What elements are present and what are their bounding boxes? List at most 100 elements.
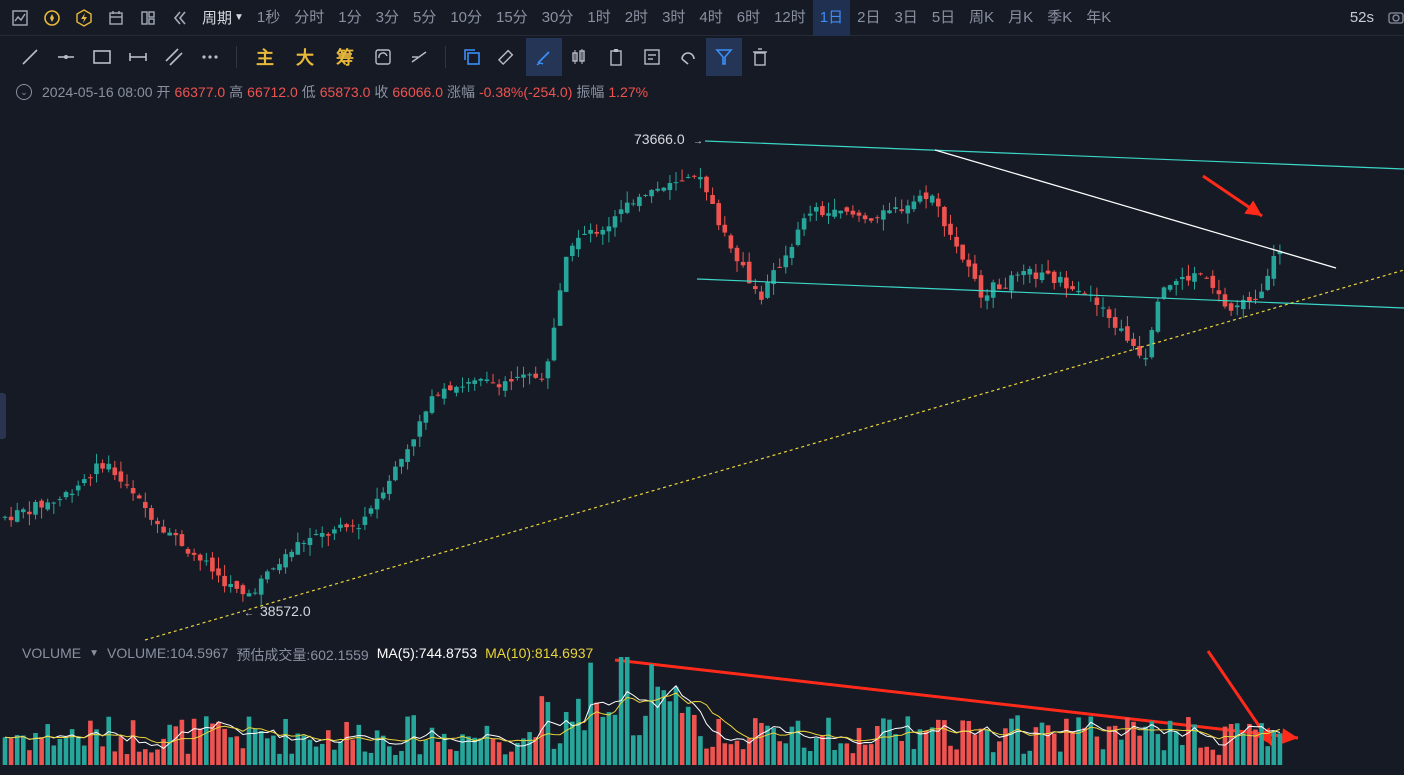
chart-icon[interactable] [8, 6, 32, 30]
period-9[interactable]: 2时 [624, 8, 649, 26]
collapse-icon[interactable]: ⌄ [16, 84, 32, 100]
period-16[interactable]: 3日 [894, 8, 918, 26]
candle-body [679, 180, 685, 182]
volume-bar [1253, 729, 1258, 765]
countdown-timer: 52s [1349, 9, 1374, 26]
trend-line-icon[interactable] [12, 38, 48, 76]
candle-body [332, 529, 337, 534]
candle-body [411, 439, 416, 447]
parallel-channel-icon[interactable] [156, 38, 192, 76]
volume-bar [57, 738, 63, 765]
chips-button[interactable]: 筹 [336, 48, 354, 68]
trash-icon[interactable] [742, 38, 778, 76]
ohlc-legend: ⌄ 2024-05-16 08:00 开 66377.0 高 66712.0 低… [16, 82, 648, 102]
period-20[interactable]: 季K [1047, 8, 1073, 26]
volume-bar [405, 716, 410, 765]
volume-title[interactable]: VOLUME [22, 645, 82, 661]
period-2[interactable]: 1分 [338, 8, 362, 26]
candle-body [1015, 274, 1020, 276]
volume-bar [326, 730, 331, 765]
volume-bar [1070, 731, 1075, 765]
camera-icon[interactable] [1388, 9, 1404, 25]
horizontal-line-icon[interactable] [48, 38, 84, 76]
period-3[interactable]: 3分 [375, 8, 399, 26]
period-17[interactable]: 5日 [931, 8, 956, 26]
candle-body [387, 480, 392, 494]
layout-icon[interactable] [136, 6, 160, 30]
candles-icon[interactable] [562, 38, 598, 76]
candle-body [814, 207, 819, 212]
compass-icon[interactable] [40, 6, 64, 30]
brush-icon[interactable] [526, 38, 562, 76]
measure-icon[interactable] [120, 38, 156, 76]
period-11[interactable]: 4时 [699, 8, 723, 26]
chevron-down-icon[interactable]: ▼ [89, 648, 100, 659]
volume-bar [624, 657, 630, 765]
period-4[interactable]: 5分 [412, 8, 437, 26]
candle-body [1137, 345, 1142, 356]
volume-bar [509, 751, 514, 765]
period-14[interactable]: 1日 [812, 0, 851, 36]
clipboard-icon[interactable] [598, 38, 634, 76]
settings-lines-icon[interactable] [401, 38, 437, 76]
candle-body [143, 501, 148, 509]
candle-body [228, 583, 233, 588]
copy-icon[interactable] [454, 38, 490, 76]
volume-bar [1222, 726, 1228, 765]
period-dropdown[interactable]: 周期 ▼ [202, 7, 244, 28]
period-5[interactable]: 10分 [450, 8, 482, 26]
volume-bar [21, 735, 26, 765]
more-icon[interactable] [192, 38, 228, 76]
candle-body [515, 376, 520, 378]
flash-icon[interactable] [72, 6, 96, 30]
side-panel-handle[interactable] [0, 393, 6, 439]
period-1[interactable]: 分时 [294, 8, 325, 26]
candle-body [838, 210, 843, 214]
big-order-button[interactable]: 大 [296, 48, 314, 68]
volume-bar [460, 734, 465, 765]
volume-bar [1112, 725, 1118, 765]
sync-icon[interactable] [365, 38, 401, 76]
volume-bar [862, 744, 868, 765]
volume-bar [942, 720, 947, 765]
period-18[interactable]: 周K [969, 8, 995, 26]
volume-bar [1149, 721, 1155, 765]
candle-body [1100, 307, 1106, 309]
volume-bar [75, 737, 81, 765]
candle-body [39, 500, 44, 508]
period-6[interactable]: 15分 [496, 8, 528, 26]
red-arrow-volume-down-head [1256, 727, 1272, 745]
rewind-icon[interactable] [168, 6, 192, 30]
candle-body [350, 525, 355, 527]
rectangle-icon[interactable] [84, 38, 120, 76]
candle-body [362, 516, 368, 525]
volume-bar [856, 727, 862, 765]
note-icon[interactable] [634, 38, 670, 76]
period-13[interactable]: 12时 [774, 8, 806, 26]
calendar-icon[interactable] [104, 6, 128, 30]
volume-bar [1137, 735, 1142, 765]
period-0[interactable]: 1秒 [256, 8, 281, 26]
period-15[interactable]: 2日 [857, 8, 881, 26]
period-8[interactable]: 1时 [587, 8, 611, 26]
candle-body [405, 449, 410, 462]
candle-body [423, 411, 429, 423]
period-21[interactable]: 年K [1086, 8, 1112, 26]
volume-bar [63, 736, 69, 765]
candle-body [1143, 357, 1148, 360]
filter-icon[interactable] [706, 38, 742, 76]
period-12[interactable]: 6时 [736, 8, 761, 26]
volume-bar [307, 739, 313, 765]
candle-body [1198, 273, 1203, 275]
period-10[interactable]: 3时 [662, 8, 686, 26]
main-indicator-button[interactable]: 主 [256, 48, 274, 68]
magnet-icon[interactable] [670, 38, 706, 76]
period-7[interactable]: 30分 [541, 8, 574, 26]
volume-bar [448, 749, 453, 765]
period-19[interactable]: 月K [1008, 8, 1034, 26]
volume-bar [173, 726, 179, 765]
eraser-icon[interactable] [490, 38, 526, 76]
candle-body [557, 290, 563, 326]
volume-bar [881, 718, 886, 765]
candle-body [551, 327, 557, 361]
